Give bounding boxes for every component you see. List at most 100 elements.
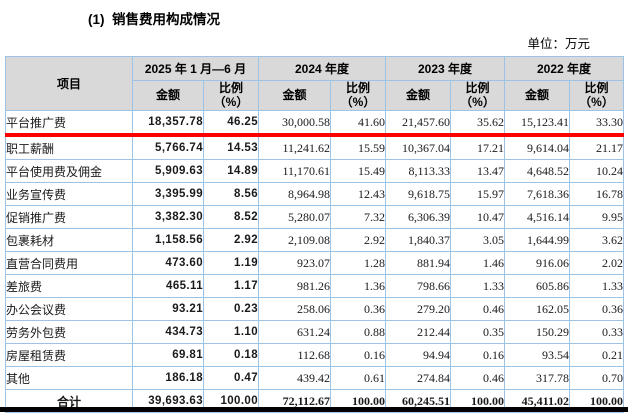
- row-value: 317.78: [504, 366, 571, 390]
- row-value: 1,840.37: [385, 228, 452, 252]
- row-value: 15,123.41: [504, 110, 571, 137]
- table-row: 促销推广费 3,382.30 8.52 5,280.07 7.32 6,306.39 10.…: [5, 205, 625, 229]
- header-period-2023: 2023 年度: [385, 56, 506, 81]
- row-value: 8.56: [202, 182, 260, 206]
- row-value: 5,280.07: [258, 205, 332, 229]
- row-item-label: 促销推广费: [5, 205, 133, 229]
- row-value: 1.33: [450, 274, 506, 298]
- row-value: 2.02: [569, 251, 625, 275]
- row-value: 33.30: [569, 110, 625, 137]
- row-value: 0.36: [330, 297, 387, 321]
- header-amount: 金额: [258, 80, 332, 111]
- row-value: 2.92: [202, 228, 260, 252]
- row-value: 1.19: [202, 251, 260, 275]
- row-value: 1.28: [330, 251, 387, 275]
- row-value: 21,457.60: [385, 110, 452, 137]
- row-value: 11,241.62: [258, 134, 332, 160]
- row-value: 0.16: [330, 343, 387, 367]
- row-value: 5,766.74: [132, 134, 204, 160]
- row-value: 1.36: [330, 274, 387, 298]
- row-value: 3.62: [569, 228, 625, 252]
- row-value: 6,306.39: [385, 205, 452, 229]
- table-row: 房屋租赁费 69.81 0.18 112.68 0.16 94.94 0.16 93.54 0.…: [5, 343, 625, 367]
- row-value: 0.47: [202, 366, 260, 390]
- row-value: 9,614.04: [504, 134, 571, 160]
- row-value: 279.20: [385, 297, 452, 321]
- table-row: 办公会议费 93.21 0.23 258.06 0.36 279.20 0.46 162.05…: [5, 297, 625, 321]
- row-value: 93.21: [132, 297, 204, 321]
- row-value: 2.92: [330, 228, 387, 252]
- row-value: 923.07: [258, 251, 332, 275]
- row-value: 439.42: [258, 366, 332, 390]
- row-value: 12.43: [330, 182, 387, 206]
- row-value: 1.46: [450, 251, 506, 275]
- row-value: 10,367.04: [385, 134, 452, 160]
- row-value: 434.73: [132, 320, 204, 344]
- row-value: 0.36: [569, 297, 625, 321]
- row-value: 2,109.08: [258, 228, 332, 252]
- row-value: 9,618.75: [385, 182, 452, 206]
- row-value: 0.21: [569, 343, 625, 367]
- row-value: 15.97: [450, 182, 506, 206]
- table-row: 直营合同费用 473.60 1.19 923.07 1.28 881.94 1.46 916.…: [5, 251, 625, 275]
- row-value: 1.33: [569, 274, 625, 298]
- row-value: 15.49: [330, 159, 387, 183]
- row-value: 11,170.61: [258, 159, 332, 183]
- row-value: 41.60: [330, 110, 387, 137]
- row-value: 112.68: [258, 343, 332, 367]
- header-ratio: 比例 （%）: [330, 80, 387, 111]
- row-value: 0.23: [202, 297, 260, 321]
- table-row: 平台推广费 18,357.78 46.25 30,000.58 41.60 21,457.…: [5, 110, 625, 137]
- row-value: 69.81: [132, 343, 204, 367]
- table-row: 职工薪酬 5,766.74 14.53 11,241.62 15.59 10,367.04…: [5, 134, 625, 160]
- row-value: 274.84: [385, 366, 452, 390]
- row-value: 0.18: [202, 343, 260, 367]
- header-year-row: 项目 2025 年 1 月—6 月 2024 年度 2023 年度 2022 年…: [5, 56, 625, 111]
- row-value: 1.17: [202, 274, 260, 298]
- row-item-label: 职工薪酬: [5, 134, 133, 160]
- row-item-label: 业务宣传费: [5, 182, 133, 206]
- row-value: 9.95: [569, 205, 625, 229]
- row-item-label: 包裹耗材: [5, 228, 133, 252]
- row-value: 7.32: [330, 205, 387, 229]
- row-value: 258.06: [258, 297, 332, 321]
- row-value: 94.94: [385, 343, 452, 367]
- page-bottom-rule: [0, 407, 628, 412]
- row-value: 8.52: [202, 205, 260, 229]
- row-value: 1,644.99: [504, 228, 571, 252]
- header-amount: 金额: [385, 80, 452, 111]
- row-value: 10.24: [569, 159, 625, 183]
- header-item: 项目: [5, 56, 133, 111]
- row-value: 916.06: [504, 251, 571, 275]
- header-ratio: 比例 （%）: [202, 80, 260, 111]
- table-row: 业务宣传费 3,395.99 8.56 8,964.98 12.43 9,618.75 15…: [5, 182, 625, 206]
- row-item-label: 差旅费: [5, 274, 133, 298]
- row-value: 881.94: [385, 251, 452, 275]
- row-value: 0.46: [450, 366, 506, 390]
- row-value: 46.25: [202, 110, 260, 137]
- header-period-2024: 2024 年度: [258, 56, 387, 81]
- sales-expense-table: 项目 2025 年 1 月—6 月 2024 年度 2023 年度 2022 年…: [5, 56, 625, 413]
- row-value: 473.60: [132, 251, 204, 275]
- row-value: 93.54: [504, 343, 571, 367]
- row-value: 150.29: [504, 320, 571, 344]
- header-amount: 金额: [504, 80, 571, 111]
- row-value: 631.24: [258, 320, 332, 344]
- row-value: 21.17: [569, 134, 625, 160]
- row-value: 35.62: [450, 110, 506, 137]
- row-value: 0.33: [569, 320, 625, 344]
- row-value: 8,113.33: [385, 159, 452, 183]
- row-value: 4,516.14: [504, 205, 571, 229]
- row-value: 30,000.58: [258, 110, 332, 137]
- row-value: 1,158.56: [132, 228, 204, 252]
- row-value: 5,909.63: [132, 159, 204, 183]
- row-value: 18,357.78: [132, 110, 204, 137]
- row-value: 0.88: [330, 320, 387, 344]
- header-ratio: 比例 （%）: [569, 80, 625, 111]
- row-value: 7,618.36: [504, 182, 571, 206]
- row-value: 3,382.30: [132, 205, 204, 229]
- row-value: 1.10: [202, 320, 260, 344]
- row-value: 605.86: [504, 274, 571, 298]
- table-row: 差旅费 465.11 1.17 981.26 1.36 798.66 1.33 605.86 1…: [5, 274, 625, 298]
